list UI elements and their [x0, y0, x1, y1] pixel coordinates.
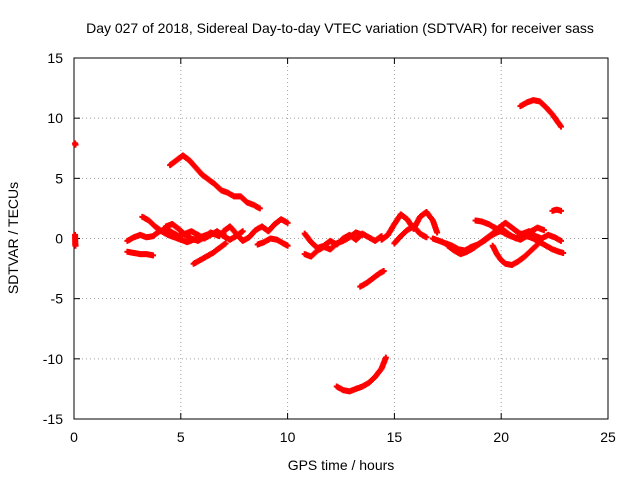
x-tick-label: 0: [70, 429, 78, 445]
data-point: [150, 252, 157, 259]
data-point: [558, 207, 565, 214]
series-arc-g: [220, 216, 291, 244]
y-tick-label: -15: [43, 411, 63, 427]
series-arc-f: [190, 240, 229, 267]
data-point: [72, 241, 79, 248]
chart-title: Day 027 of 2018, Sidereal Day-to-day VTE…: [86, 20, 594, 36]
data-point: [222, 240, 229, 247]
data-point: [72, 141, 79, 148]
y-tick-label: 5: [55, 170, 63, 186]
data-point: [239, 228, 246, 235]
data-point: [534, 241, 541, 248]
data-point: [558, 123, 565, 130]
series-arc-j: [301, 229, 366, 260]
y-tick-labels: -15 -10 -5 0 5 10 15: [43, 50, 63, 427]
data-point: [284, 242, 291, 249]
x-tick-labels: 0 5 10 15 20 25: [70, 429, 616, 445]
x-tick-label: 5: [177, 429, 185, 445]
grid-lines: [74, 58, 608, 419]
series-pt-start-2: [72, 231, 79, 249]
data-points: [72, 97, 567, 395]
x-tick-label: 15: [387, 429, 403, 445]
series-arc-e: [162, 221, 227, 244]
y-tick-label: 15: [47, 50, 63, 66]
series-arc-l: [333, 354, 389, 395]
x-tick-label: 25: [600, 429, 616, 445]
y-tick-label: -10: [43, 351, 63, 367]
series-arc-q: [472, 217, 567, 256]
data-point: [359, 231, 366, 238]
data-point: [540, 227, 547, 234]
series-pt-start-1: [72, 140, 79, 148]
data-point: [256, 205, 263, 212]
x-tick-label: 20: [493, 429, 509, 445]
x-axis-label: GPS time / hours: [288, 457, 395, 473]
y-tick-label: 0: [55, 231, 63, 247]
series-arc-r: [489, 241, 541, 268]
x-tick-label: 10: [280, 429, 296, 445]
data-point: [423, 234, 430, 241]
data-point: [380, 267, 387, 274]
series-arc-h: [254, 235, 291, 249]
data-point: [434, 229, 441, 236]
y-axis-label: SDTVAR / TECUs: [5, 182, 21, 294]
data-point: [558, 237, 565, 244]
y-tick-label: -5: [51, 291, 64, 307]
data-point: [284, 219, 291, 226]
data-point: [382, 354, 389, 361]
series-arc-t: [517, 97, 565, 130]
data-point: [560, 249, 567, 256]
y-tick-label: 10: [47, 110, 63, 126]
series-arc-b: [124, 248, 157, 259]
series-arc-k: [357, 267, 387, 290]
series-arc-d: [167, 152, 263, 212]
series-arc-s: [549, 206, 565, 214]
series-arc-n: [391, 223, 430, 247]
